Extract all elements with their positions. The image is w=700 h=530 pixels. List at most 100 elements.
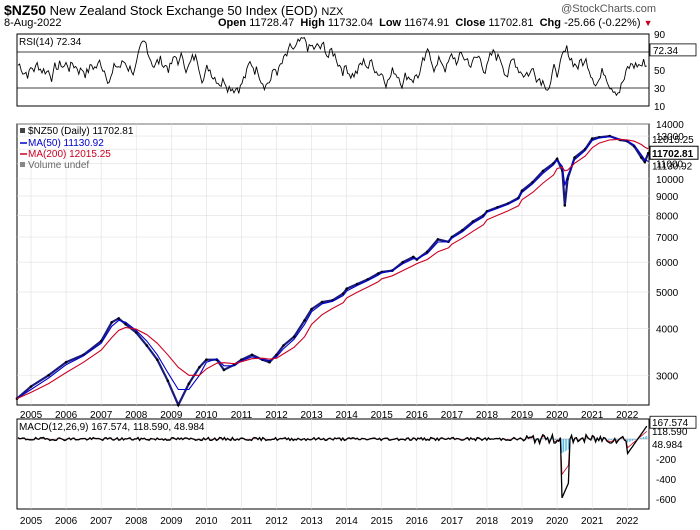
ohlc-readout: Open 11728.47 High 11732.04 Low 11674.91…	[218, 17, 652, 29]
price-legend: $NZ50 (Daily) 11702.81	[28, 126, 134, 137]
price-point	[166, 379, 170, 383]
macd-x-tick-label: 2017	[441, 516, 464, 527]
macd-histogram-value-label: 48.984	[652, 440, 683, 451]
price-x-tick-label: 2008	[125, 410, 148, 421]
rsi-value-label: 72.34	[653, 46, 678, 57]
ma200-legend: MA(200) 12015.25	[28, 149, 111, 160]
rsi-tick-label: 30	[654, 84, 666, 95]
ma50-value-label: 11130.92	[652, 161, 693, 172]
macd-x-tick-label: 2013	[300, 516, 323, 527]
high-value: 11732.04	[327, 17, 373, 29]
open-value: 11728.47	[249, 17, 295, 29]
price-point	[124, 323, 127, 326]
macd-x-tick-label: 2011	[231, 516, 253, 527]
price-point	[156, 358, 159, 362]
price-point	[563, 204, 567, 207]
price-x-tick-label: 2010	[195, 410, 218, 421]
chart-title: $NZ50 New Zealand Stock Exchange 50 Inde…	[4, 2, 343, 18]
close-value-label: 11702.81	[652, 149, 694, 160]
macd-x-tick-label: 2020	[546, 516, 569, 527]
price-point	[282, 344, 285, 347]
macd-tick-label: -600	[656, 495, 676, 506]
rsi-line	[17, 36, 647, 97]
macd-x-tick-label: 2019	[511, 516, 534, 527]
price-point	[555, 157, 559, 161]
price-x-tick-label: 2020	[546, 410, 569, 421]
price-tick-label: 4000	[656, 324, 679, 335]
price-point	[436, 238, 440, 241]
price-point	[303, 319, 306, 322]
macd-x-tick-label: 2006	[55, 516, 78, 527]
price-point	[134, 331, 138, 334]
macd-signal-value-label: 118.590	[652, 427, 688, 438]
price-point	[187, 382, 191, 385]
price-point	[205, 358, 208, 362]
macd-x-tick-label: 2021	[581, 516, 604, 527]
price-x-tick-label: 2018	[476, 410, 499, 421]
price-x-tick-label: 2009	[160, 410, 183, 421]
price-point	[292, 335, 296, 339]
rsi-legend: RSI(14) 72.34	[19, 37, 82, 48]
price-tick-label: 8000	[656, 211, 679, 222]
low-value: 11674.91	[404, 17, 450, 29]
price-point	[412, 255, 415, 259]
macd-x-tick-label: 2018	[476, 516, 499, 527]
price-point	[541, 169, 545, 173]
price-tick-label: 6000	[656, 258, 679, 269]
rsi-panel	[16, 33, 650, 107]
rsi-tick-label: 90	[654, 30, 666, 41]
chg-value: -25.66 (-0.22%)	[564, 17, 641, 29]
price-x-tick-label: 2022	[616, 410, 639, 421]
price-x-tick-label: 2005	[20, 410, 43, 421]
price-x-tick-label: 2019	[511, 410, 534, 421]
price-x-tick-label: 2013	[300, 410, 323, 421]
macd-x-tick-label: 2010	[195, 516, 218, 527]
price-point	[573, 156, 576, 159]
chg-label: Chg	[539, 17, 561, 29]
macd-x-tick-label: 2009	[160, 516, 183, 527]
macd-panel	[16, 418, 650, 510]
macd-tick-label: -200	[656, 455, 676, 466]
price-point	[640, 156, 643, 159]
price-point	[345, 287, 349, 291]
price-x-tick-label: 2017	[441, 410, 464, 421]
macd-x-tick-label: 2022	[616, 516, 639, 527]
price-tick-label: 10000	[656, 175, 684, 186]
price-x-tick-label: 2011	[231, 410, 253, 421]
low-label: Low	[379, 17, 402, 29]
chart-date: 8-Aug-2022	[4, 17, 62, 29]
macd-x-tick-label: 2015	[371, 516, 394, 527]
open-label: Open	[218, 17, 247, 29]
ma200-line	[16, 138, 649, 400]
price-point	[117, 317, 120, 320]
volume-legend-swatch	[20, 162, 25, 167]
price-point	[64, 360, 68, 364]
price-point	[320, 300, 324, 304]
price-point	[590, 137, 594, 140]
price-tick-label: 13000	[656, 132, 684, 143]
ma50-legend: MA(50) 11130.92	[28, 138, 104, 149]
macd-value-box	[649, 415, 697, 429]
price-panel	[16, 123, 650, 406]
price-point	[250, 353, 254, 357]
price-point	[471, 220, 475, 223]
price-tick-label: 5000	[656, 288, 679, 299]
price-point	[310, 307, 313, 311]
price-point	[177, 403, 180, 407]
price-x-tick-label: 2012	[265, 410, 288, 421]
ma200-value-label: 12015.25	[652, 135, 694, 146]
macd-x-tick-label: 2014	[336, 516, 359, 527]
price-point	[145, 344, 149, 347]
symbol: $NZ50	[4, 2, 47, 18]
close-value: 11702.81	[488, 17, 534, 29]
price-tick-label: 11000	[656, 159, 684, 170]
watermark: @StockCharts.com	[561, 3, 656, 15]
close-label: Close	[455, 17, 486, 29]
price-x-tick-label: 2007	[90, 410, 113, 421]
close-value-box	[649, 145, 699, 160]
price-point	[401, 260, 405, 264]
exchange: NZX	[321, 6, 344, 18]
index-name: New Zealand Stock Exchange 50 Index (EOD…	[49, 3, 318, 18]
macd-tick-label: -400	[656, 475, 676, 486]
